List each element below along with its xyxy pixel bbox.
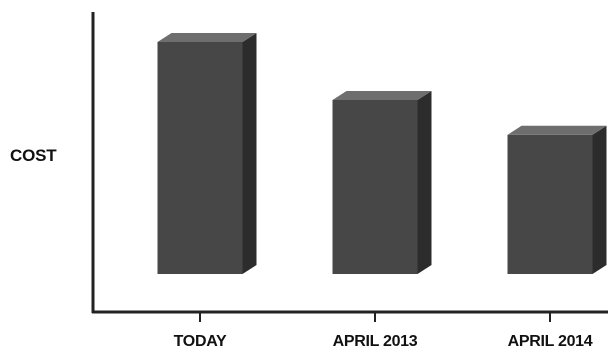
bars-group: [157, 33, 607, 274]
bar-side: [242, 33, 257, 274]
bar-top: [157, 33, 257, 42]
x-ticks-group: [199, 312, 551, 322]
bar-side: [417, 91, 432, 274]
bar-top: [332, 91, 432, 100]
axes-group: [91, 12, 608, 314]
bar-top: [507, 125, 607, 135]
x-tick-label: APRIL 2014: [507, 333, 593, 350]
x-tick-label: TODAY: [173, 333, 227, 350]
bar-front: [157, 42, 243, 274]
bar: [332, 91, 432, 274]
x-tick-label: APRIL 2013: [332, 333, 418, 350]
bar-front: [507, 134, 593, 274]
bar: [507, 125, 607, 274]
bar-side: [592, 125, 607, 274]
y-axis-label: COST: [10, 146, 57, 165]
bar-front: [332, 100, 418, 274]
bar: [157, 33, 257, 274]
